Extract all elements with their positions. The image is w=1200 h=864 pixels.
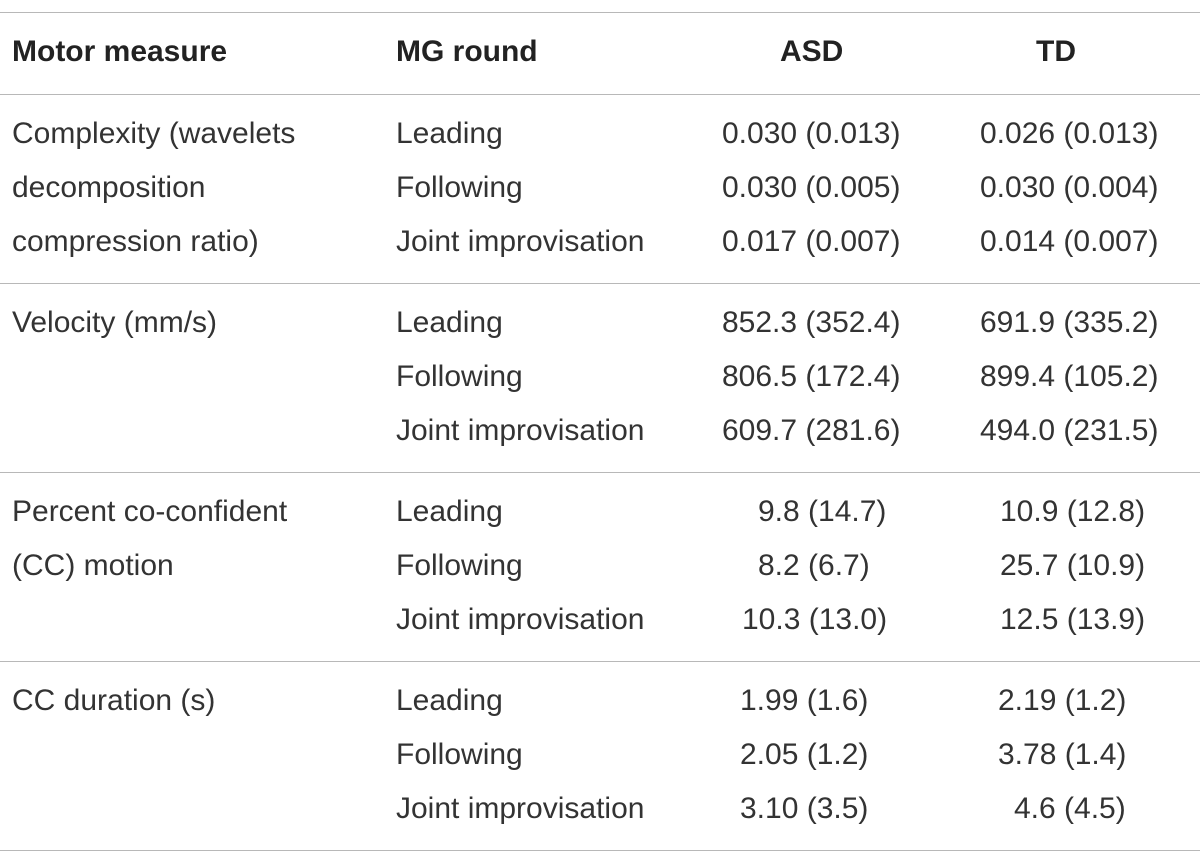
measure-complexity-line-2: decomposition xyxy=(12,171,206,204)
table-cell-td: 3.78 (1.4) xyxy=(998,738,1127,771)
table-cell-asd: 1.99 (1.6) xyxy=(740,684,869,717)
table-cell-round: Following xyxy=(396,549,523,582)
table-cell-asd: 852.3 (352.4) xyxy=(722,306,901,339)
measure-cc-motion-line-1: Percent co-confident xyxy=(12,495,288,528)
table-cell-td: 0.026 (0.013) xyxy=(980,117,1159,150)
table-cell-round: Leading xyxy=(396,117,503,150)
table-bottom-rule xyxy=(0,850,1200,851)
table-cell-td: 0.014 (0.007) xyxy=(980,225,1159,258)
table-cell-td: 2.19 (1.2) xyxy=(998,684,1127,717)
group-divider-rule xyxy=(0,661,1200,662)
table-cell-td: 691.9 (335.2) xyxy=(980,306,1159,339)
table-top-rule xyxy=(0,12,1200,13)
measure-velocity-line-1: Velocity (mm/s) xyxy=(12,306,218,339)
table-cell-td: 25.7 (10.9) xyxy=(1000,549,1146,582)
header-asd: ASD xyxy=(780,35,844,68)
table-cell-asd: 10.3 (13.0) xyxy=(742,603,888,636)
table-cell-round: Joint improvisation xyxy=(396,603,645,636)
table-cell-round: Following xyxy=(396,171,523,204)
table-cell-round: Leading xyxy=(396,306,503,339)
table-cell-asd: 0.030 (0.013) xyxy=(722,117,901,150)
table-cell-round: Following xyxy=(396,360,523,393)
table-cell-asd: 0.030 (0.005) xyxy=(722,171,901,204)
table-cell-round: Leading xyxy=(396,684,503,717)
table-cell-td: 899.4 (105.2) xyxy=(980,360,1159,393)
table-cell-asd: 3.10 (3.5) xyxy=(740,792,869,825)
table-cell-td: 12.5 (13.9) xyxy=(1000,603,1146,636)
measure-cc-duration-line-1: CC duration (s) xyxy=(12,684,216,717)
table-cell-asd: 0.017 (0.007) xyxy=(722,225,901,258)
table-cell-td: 10.9 (12.8) xyxy=(1000,495,1146,528)
table-cell-td: 4.6 (4.5) xyxy=(1014,792,1126,825)
group-divider-rule xyxy=(0,283,1200,284)
group-divider-rule xyxy=(0,472,1200,473)
table-cell-td: 0.030 (0.004) xyxy=(980,171,1159,204)
measure-complexity-line-1: Complexity (wavelets xyxy=(12,117,296,150)
table-cell-round: Joint improvisation xyxy=(396,225,645,258)
table-cell-asd: 9.8 (14.7) xyxy=(758,495,887,528)
table-cell-asd: 2.05 (1.2) xyxy=(740,738,869,771)
measure-complexity-line-3: compression ratio) xyxy=(12,225,259,258)
table-cell-round: Joint improvisation xyxy=(396,792,645,825)
header-mg-round: MG round xyxy=(396,35,538,68)
table-cell-round: Joint improvisation xyxy=(396,414,645,447)
table-cell-asd: 806.5 (172.4) xyxy=(722,360,901,393)
table-cell-round: Leading xyxy=(396,495,503,528)
table-cell-asd: 8.2 (6.7) xyxy=(758,549,870,582)
header-rule xyxy=(0,94,1200,95)
table-cell-asd: 609.7 (281.6) xyxy=(722,414,901,447)
table-cell-td: 494.0 (231.5) xyxy=(980,414,1159,447)
header-td: TD xyxy=(1036,35,1076,68)
header-motor-measure: Motor measure xyxy=(12,35,228,68)
table-cell-round: Following xyxy=(396,738,523,771)
measure-cc-motion-line-2: (CC) motion xyxy=(12,549,174,582)
